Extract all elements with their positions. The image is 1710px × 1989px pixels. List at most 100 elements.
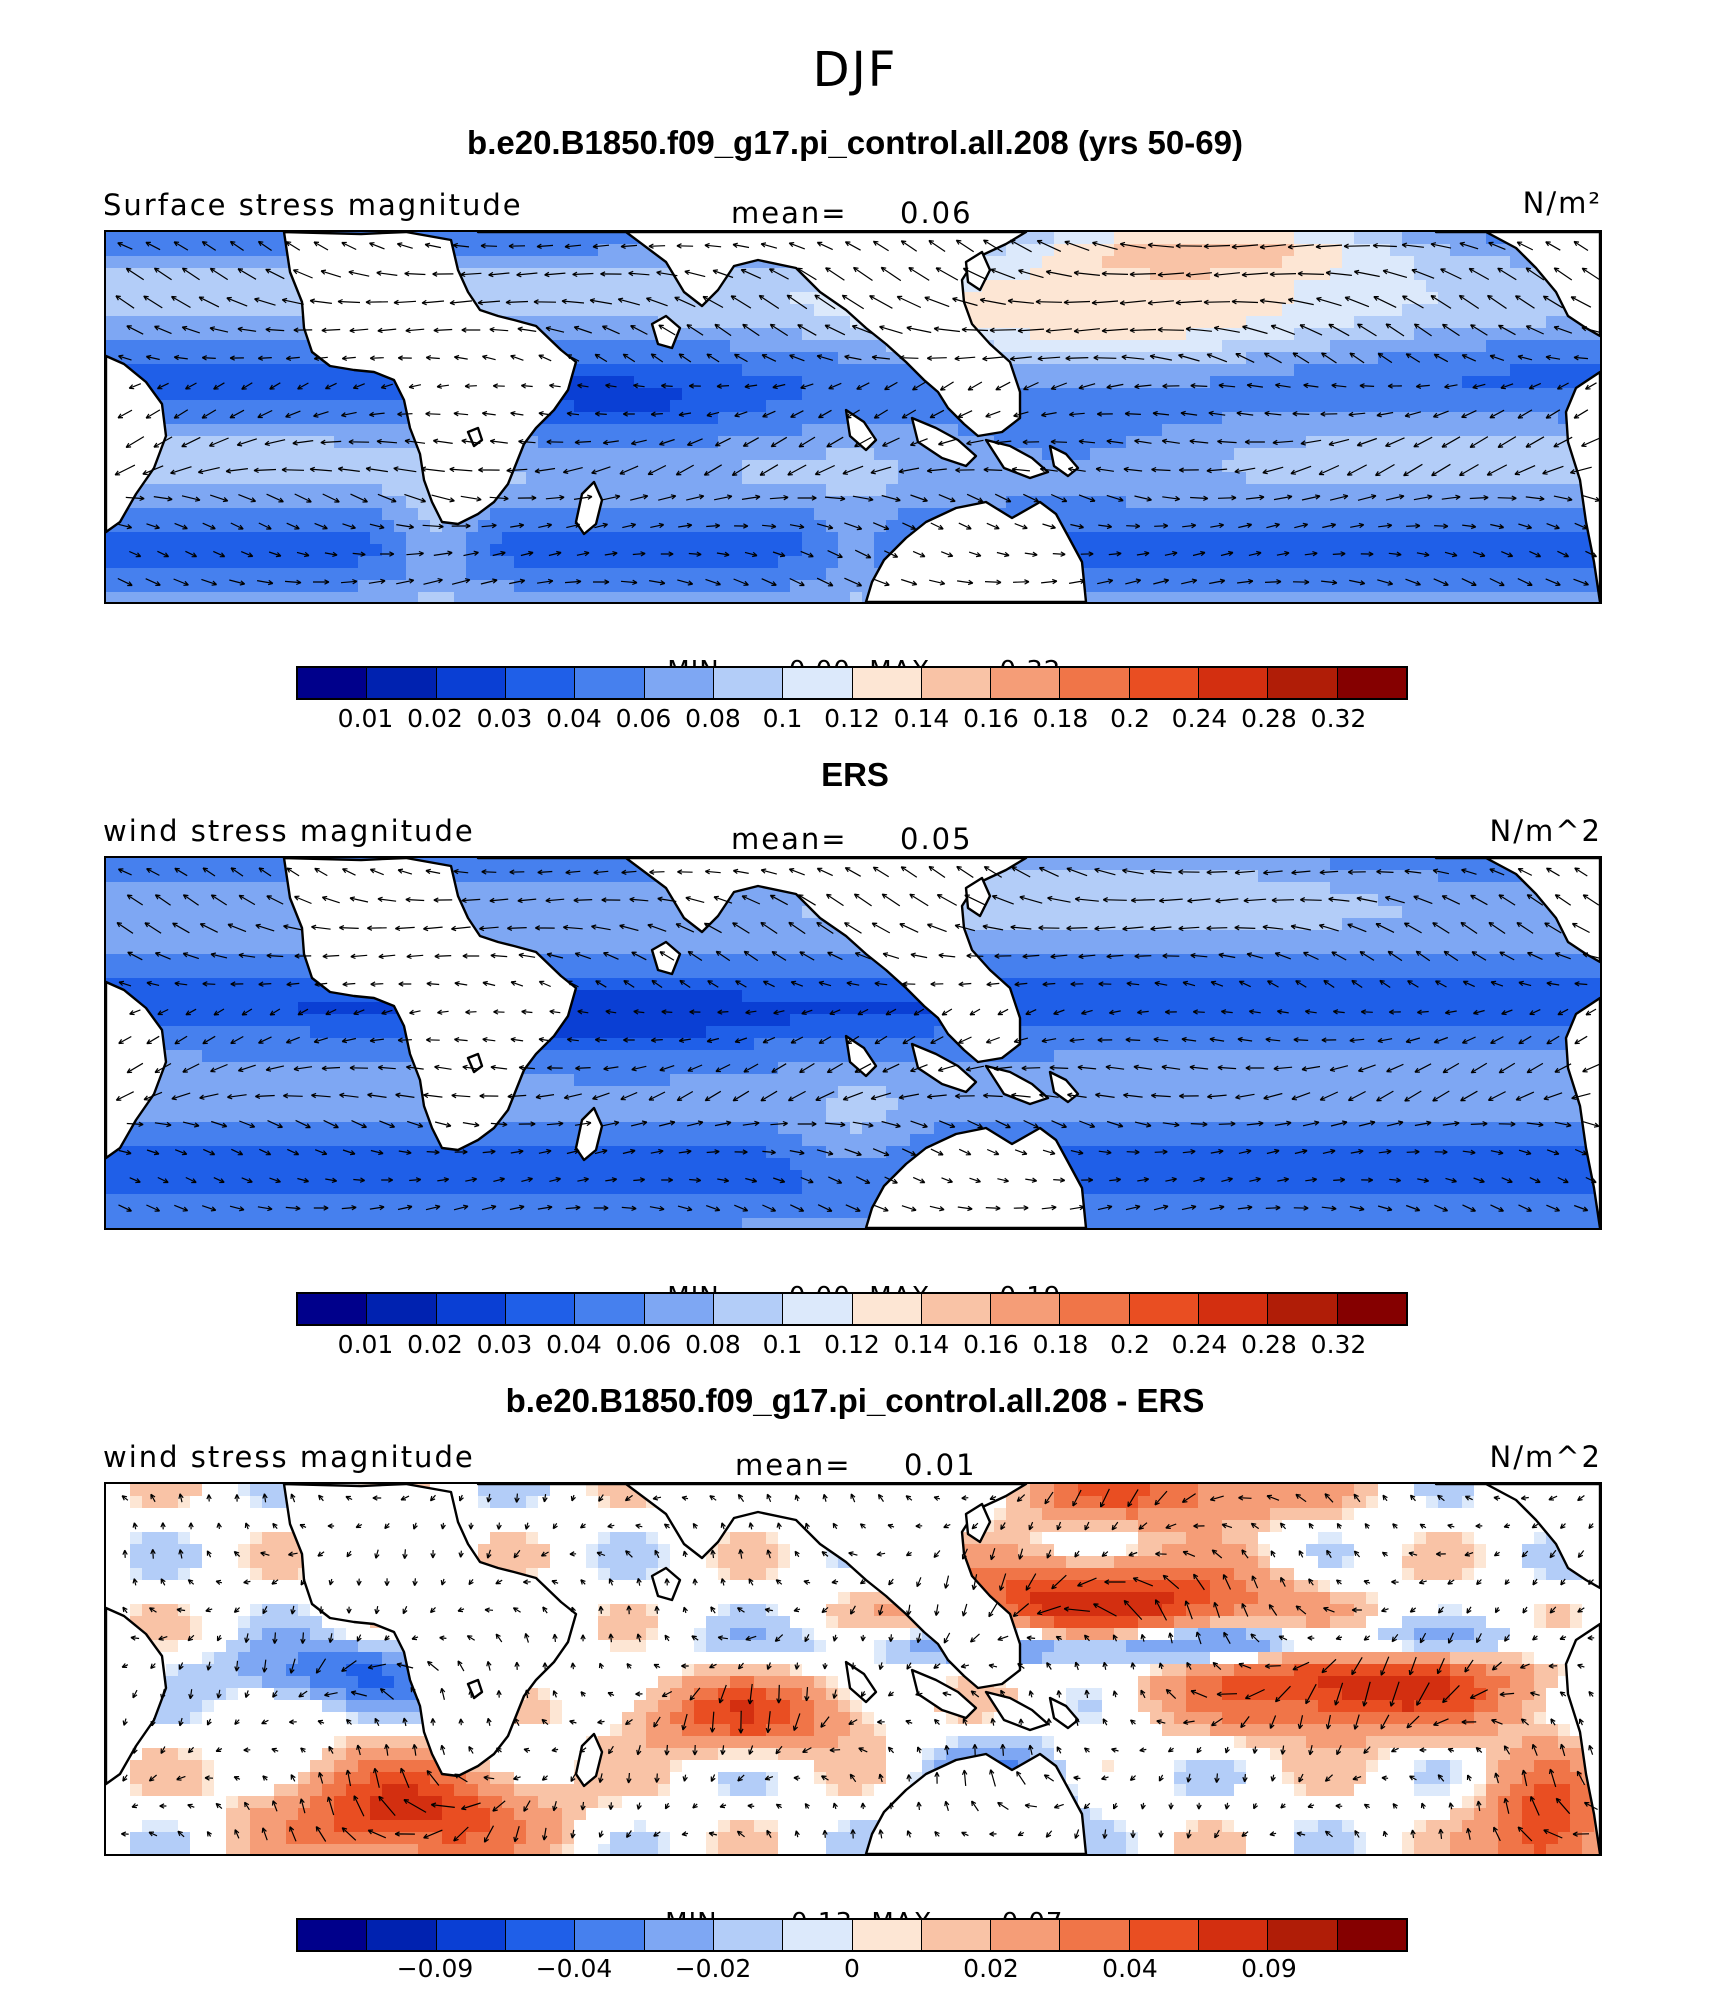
panel-3-colorbar-ticks: −0.09 −0.04 −0.02 0 0.02 0.04 0.09: [296, 1954, 1408, 1986]
colorbar-tick-label: 0.28: [1241, 1330, 1297, 1359]
panel-2-colorbar: [296, 1292, 1408, 1326]
colorbar-tick-label: 0.12: [824, 704, 880, 733]
colorbar-swatch: [575, 668, 645, 698]
colorbar-swatch: [1268, 1920, 1338, 1950]
colorbar-swatch: [1268, 1294, 1338, 1324]
colorbar-swatch: [1337, 668, 1406, 698]
colorbar-tick-label: 0.32: [1310, 704, 1367, 733]
figure-season-title: DJF: [812, 42, 898, 98]
panel-3-map: [104, 1482, 1602, 1856]
colorbar-swatch: [1129, 1294, 1200, 1324]
colorbar-swatch: [921, 1920, 992, 1950]
panel-2-title: ERS: [821, 756, 889, 793]
colorbar-swatch: [783, 1920, 853, 1950]
colorbar-swatch: [852, 668, 922, 698]
panel-2-mean-value: 0.05: [900, 822, 973, 856]
panel-1-map-plot: [106, 232, 1600, 602]
colorbar-swatch: [505, 668, 576, 698]
colorbar-swatch: [436, 1294, 506, 1324]
land-mask: [106, 858, 1600, 1228]
panel-2-map-plot: [106, 858, 1600, 1228]
colorbar-swatch: [436, 668, 506, 698]
colorbar-swatch: [991, 668, 1061, 698]
colorbar-swatch: [367, 668, 437, 698]
panel-1-left-label: Surface stress magnitude: [103, 188, 523, 222]
colorbar-swatch: [644, 668, 714, 698]
colorbar-swatch: [1199, 1920, 1269, 1950]
panel-1-colorbar: [296, 666, 1408, 700]
colorbar-tick-label: 0.18: [1032, 704, 1089, 733]
colorbar-tick-label: 0.01: [337, 704, 394, 733]
colorbar-tick-label: 0.32: [1310, 1330, 1367, 1359]
colorbar-swatch: [1129, 1920, 1200, 1950]
colorbar-swatch: [713, 1920, 784, 1950]
colorbar-tick-label: 0.03: [476, 704, 533, 733]
colorbar-tick-label: 0.2: [1110, 1330, 1150, 1359]
colorbar-swatch: [852, 1294, 922, 1324]
stress-field-shading: [106, 1484, 1600, 1854]
panel-3-title: b.e20.B1850.f09_g17.pi_control.all.208 -…: [505, 1382, 1205, 1419]
land-mask: [106, 232, 1600, 602]
wind-stress-vectors: [114, 239, 1600, 587]
panel-1-mean-value: 0.06: [900, 196, 973, 230]
colorbar-tick-label: 0.08: [685, 1330, 741, 1359]
colorbar-tick-label: 0.16: [963, 704, 1019, 733]
colorbar-tick-label: 0.06: [615, 1330, 672, 1359]
colorbar-swatch: [921, 1294, 992, 1324]
colorbar-swatch: [298, 1294, 368, 1324]
colorbar-tick-label: 0.03: [476, 1330, 533, 1359]
panel-1-colorbar-ticks: 0.01 0.02 0.03 0.04 0.06 0.08 0.1 0.12 0.14 0.16 0…: [296, 704, 1408, 736]
colorbar-tick-label: 0.1: [762, 704, 803, 733]
colorbar-swatch: [1060, 1920, 1130, 1950]
colorbar-swatch: [436, 1920, 506, 1950]
colorbar-swatch: [991, 1920, 1061, 1950]
colorbar-tick-label: −0.09: [396, 1954, 474, 1983]
colorbar-tick-label: 0.04: [1102, 1954, 1158, 1983]
colorbar-tick-label: 0.16: [963, 1330, 1019, 1359]
colorbar-tick-label: 0.02: [407, 1330, 463, 1359]
colorbar-swatch: [1337, 1920, 1406, 1950]
panel-3-colorbar: [296, 1918, 1408, 1952]
colorbar-swatch: [367, 1294, 437, 1324]
colorbar-swatch: [713, 1294, 784, 1324]
panel-3-left-label: wind stress magnitude: [103, 1440, 475, 1474]
colorbar-swatch: [644, 1294, 714, 1324]
colorbar-swatch: [575, 1294, 645, 1324]
colorbar-tick-label: 0.12: [824, 1330, 880, 1359]
colorbar-tick-label: 0.1: [762, 1330, 803, 1359]
colorbar-tick-label: 0.24: [1171, 704, 1228, 733]
panel-1-map: [104, 230, 1602, 604]
panel-3-mean-label: mean=: [735, 1448, 852, 1482]
land-mask: [106, 1484, 1600, 1854]
panel-3-map-plot: [106, 1484, 1600, 1854]
colorbar-tick-label: 0.04: [546, 704, 602, 733]
colorbar-tick-label: 0.06: [615, 704, 672, 733]
panel-1-title: b.e20.B1850.f09_g17.pi_control.all.208 (…: [467, 124, 1243, 161]
colorbar-swatch: [1060, 668, 1130, 698]
colorbar-swatch: [298, 1920, 368, 1950]
colorbar-swatch: [713, 668, 784, 698]
panel-3-mean-value: 0.01: [904, 1448, 977, 1482]
colorbar-tick-label: 0.14: [893, 1330, 950, 1359]
colorbar-tick-label: 0.04: [546, 1330, 602, 1359]
panel-3-units: N/m^2: [1489, 1440, 1602, 1474]
colorbar-swatch: [783, 668, 853, 698]
panel-1-units: N/m²: [1522, 186, 1602, 220]
colorbar-tick-label: 0.24: [1171, 1330, 1228, 1359]
panel-2-mean-label: mean=: [731, 822, 848, 856]
colorbar-tick-label: 0.18: [1032, 1330, 1089, 1359]
colorbar-tick-label: 0.08: [685, 704, 741, 733]
colorbar-tick-label: 0.28: [1241, 704, 1297, 733]
colorbar-swatch: [991, 1294, 1061, 1324]
colorbar-tick-label: −0.04: [535, 1954, 613, 1983]
wind-stress-vectors: [115, 865, 1600, 1212]
colorbar-swatch: [852, 1920, 922, 1950]
colorbar-swatch: [1337, 1294, 1406, 1324]
panel-2-left-label: wind stress magnitude: [103, 814, 475, 848]
panel-1-mean-label: mean=: [731, 196, 848, 230]
colorbar-swatch: [367, 1920, 437, 1950]
colorbar-swatch: [1199, 1294, 1269, 1324]
colorbar-swatch: [921, 668, 992, 698]
colorbar-tick-label: 0.02: [963, 1954, 1019, 1983]
colorbar-tick-label: −0.02: [674, 1954, 752, 1983]
